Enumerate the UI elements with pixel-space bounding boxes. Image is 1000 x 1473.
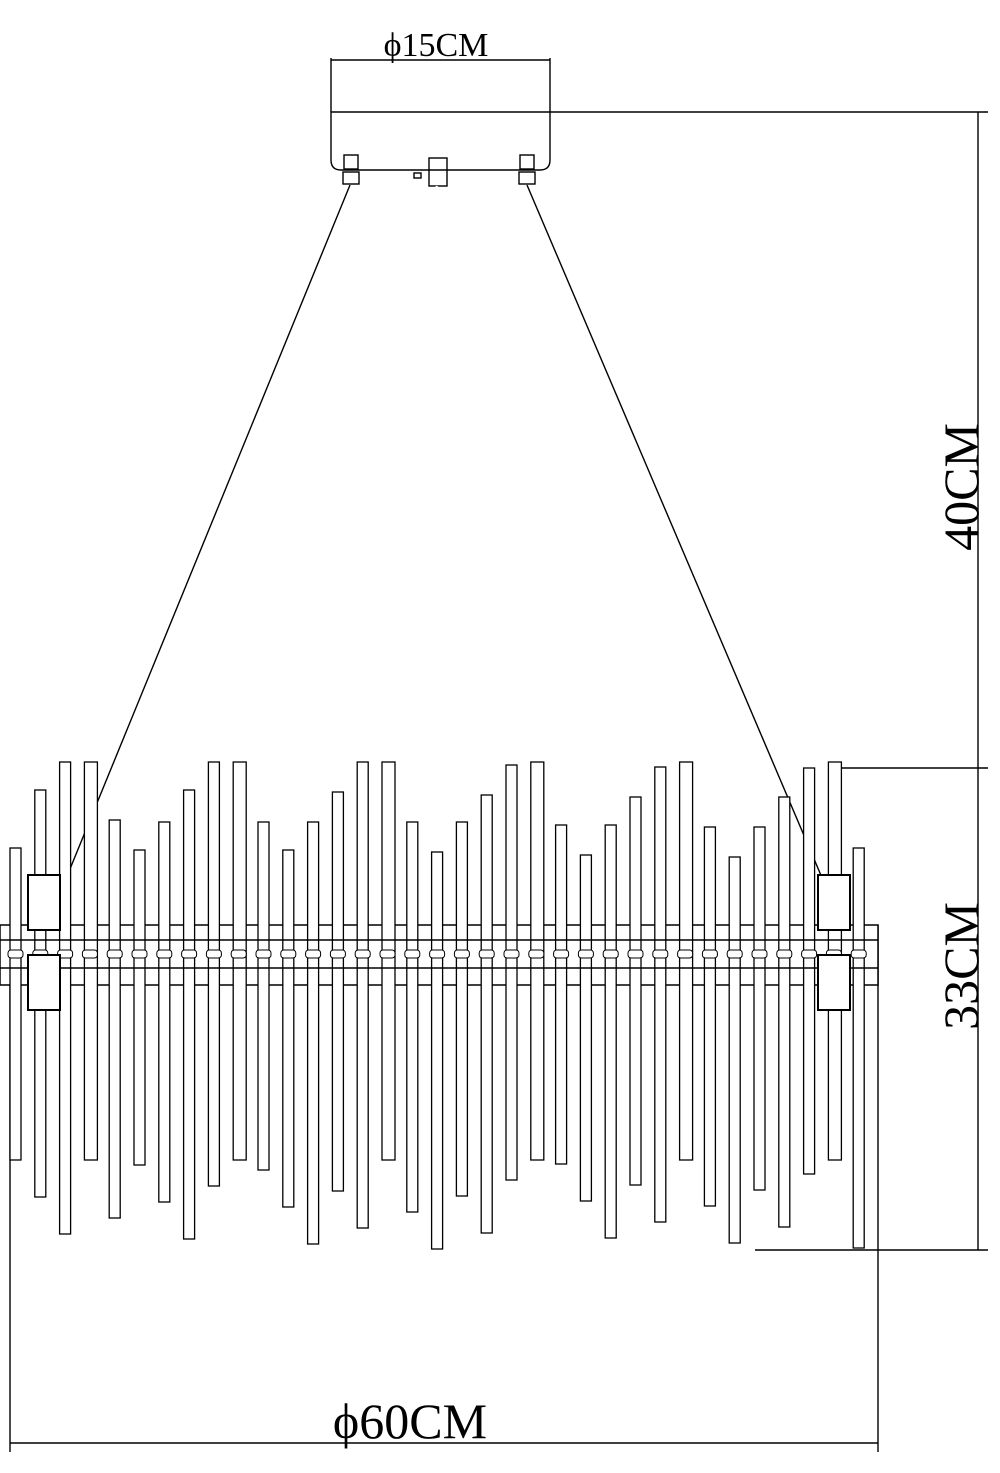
canopy xyxy=(330,111,551,187)
glass-rod xyxy=(579,854,593,1202)
rod-clip xyxy=(7,949,24,959)
glass-rod xyxy=(753,826,766,1191)
rod-clip xyxy=(329,949,346,959)
glass-rod xyxy=(778,796,791,1228)
rod-clip xyxy=(528,949,545,959)
rod-clip xyxy=(677,949,694,959)
rod-clip xyxy=(801,949,818,959)
glass-rod xyxy=(182,789,196,1240)
glass-rod xyxy=(58,761,72,1235)
rod-clip xyxy=(627,949,644,959)
rod-clip xyxy=(255,949,272,959)
lamp-holder xyxy=(817,874,851,931)
glass-rod xyxy=(505,764,518,1181)
rod-clip xyxy=(81,949,98,959)
lamp-holder xyxy=(817,954,851,1011)
textured-rod xyxy=(232,761,247,1161)
rod-clip xyxy=(379,949,396,959)
glass-rod xyxy=(257,821,270,1171)
rod-clip xyxy=(503,949,520,959)
rod-clip xyxy=(106,949,123,959)
glass-rod xyxy=(282,849,295,1208)
textured-rod xyxy=(530,761,545,1161)
dimension-lines xyxy=(9,58,988,1452)
glass-rod xyxy=(802,767,816,1175)
glass-rod xyxy=(406,821,419,1213)
rod-clip xyxy=(577,949,594,959)
rod-clip xyxy=(478,949,495,959)
glass-rod xyxy=(554,824,568,1165)
glass-rod xyxy=(728,856,741,1244)
body-height-label: 33CM xyxy=(933,902,989,1030)
glass-rod xyxy=(158,821,171,1203)
rod-clip xyxy=(776,949,793,959)
glass-rod xyxy=(133,849,146,1166)
rod-clip xyxy=(652,949,669,959)
glass-rod xyxy=(430,851,444,1250)
lamp-holder xyxy=(27,874,61,931)
canopy-diameter-label: ϕ15CM xyxy=(384,27,489,64)
rod-clip xyxy=(751,949,768,959)
textured-rod xyxy=(83,761,99,1161)
glass-rod xyxy=(480,794,493,1234)
rod-clip xyxy=(726,949,743,959)
suspension xyxy=(44,184,841,931)
glass-rod xyxy=(207,761,221,1187)
glass-rod xyxy=(703,826,717,1207)
glass-rod xyxy=(331,791,345,1192)
rod-clip xyxy=(354,949,371,959)
rod-clip xyxy=(181,949,198,959)
textured-rod xyxy=(678,761,694,1161)
glass-rod xyxy=(9,847,22,1161)
rod-clip xyxy=(429,949,446,959)
rod-clip xyxy=(280,949,297,959)
glass-rod xyxy=(604,824,617,1239)
body-diameter-label: ϕ60CM xyxy=(333,1393,487,1449)
rod-clip xyxy=(230,949,247,959)
rod-clip xyxy=(305,949,322,959)
rod-clip xyxy=(453,949,470,959)
glass-rod xyxy=(629,796,642,1186)
glass-rod xyxy=(654,766,667,1223)
glass-rod xyxy=(356,761,369,1229)
drop-height-label: 40CM xyxy=(933,423,989,551)
crystal-rods xyxy=(0,761,879,1250)
glass-rod xyxy=(306,821,320,1245)
glass-rod xyxy=(108,819,121,1219)
textured-rod xyxy=(381,761,396,1161)
rod-clip xyxy=(701,949,718,959)
rod-clip xyxy=(850,949,867,959)
rod-clip xyxy=(131,949,148,959)
rod-clip xyxy=(205,949,222,959)
rod-clip xyxy=(156,949,173,959)
rod-clip xyxy=(404,949,421,959)
glass-rod xyxy=(455,821,469,1197)
rod-clip xyxy=(553,949,570,959)
lamp-holder xyxy=(27,954,61,1011)
rod-clip xyxy=(602,949,619,959)
glass-rod xyxy=(852,847,865,1249)
